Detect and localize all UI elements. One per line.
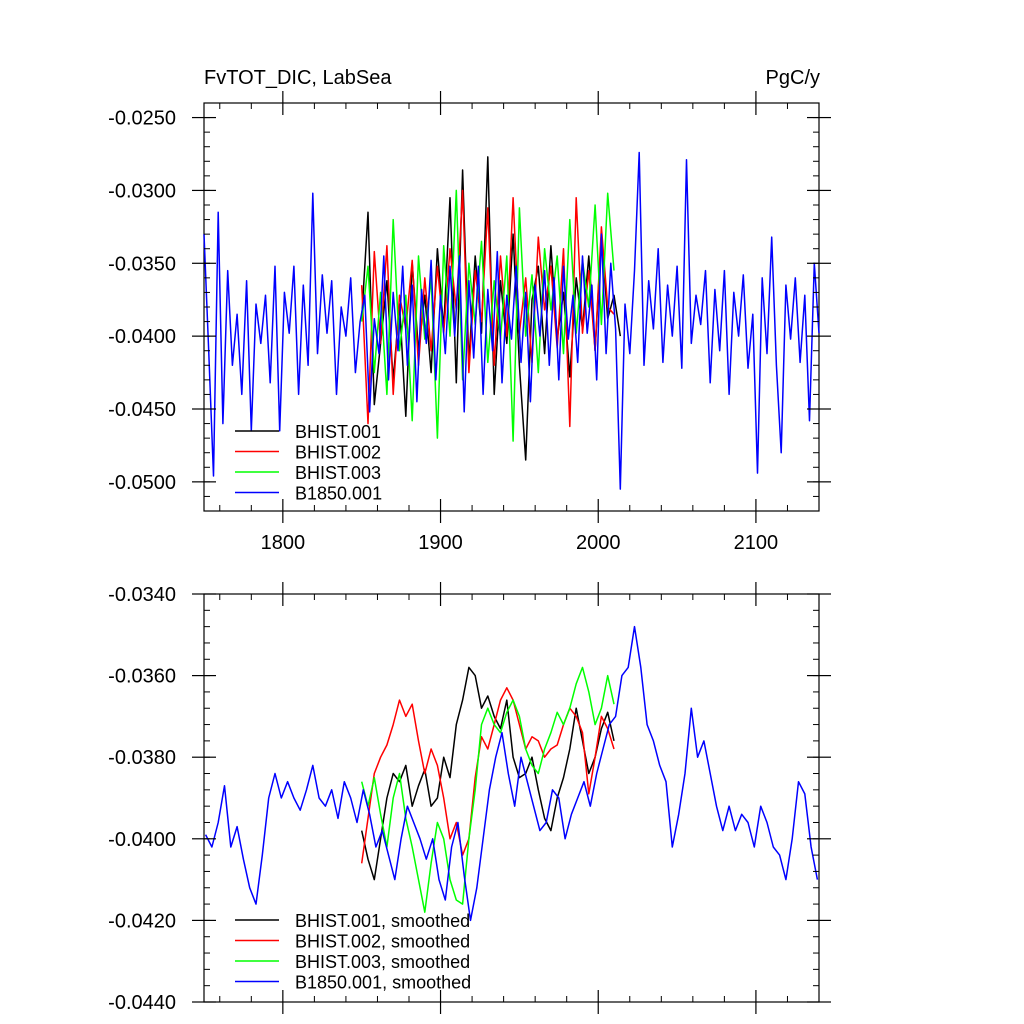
- x-tick-label: 1800: [261, 532, 306, 554]
- legend-label: BHIST.002, smoothed: [295, 932, 470, 952]
- legend-label: BHIST.002: [295, 443, 381, 463]
- series-line-bhist-003-smoothed: [360, 666, 615, 913]
- series-line-b1850-001-smoothed: [204, 625, 819, 922]
- x-tick-label: 2100: [734, 532, 779, 554]
- series-line-bhist-003: [360, 189, 615, 442]
- legend-label: B1850.001: [295, 484, 382, 504]
- y-tick-label: -0.0300: [108, 180, 176, 202]
- annual-panel: 1800 1900 2000 2100 -0.0250 -0.0300 -0.0350 -0.…: [108, 91, 831, 554]
- annual-ticks: 1800 1900 2000 2100 -0.0250 -0.0300 -0.0350 -0.…: [108, 91, 831, 554]
- y-tick-label: -0.0360: [108, 666, 176, 688]
- smoothed-ticks: -0.0340 -0.0360 -0.0380 -0.0400 -0.0420 -0.04…: [108, 582, 831, 1014]
- y-tick-label: -0.0400: [108, 829, 176, 851]
- y-tick-label: -0.0250: [108, 108, 176, 130]
- legend-label: BHIST.001, smoothed: [295, 911, 470, 931]
- smoothed-series-group: [204, 625, 819, 922]
- y-tick-label: -0.0340: [108, 584, 176, 606]
- smoothed-panel: -0.0340 -0.0360 -0.0380 -0.0400 -0.0420 -0.04…: [108, 582, 831, 1014]
- y-tick-label: -0.0420: [108, 910, 176, 932]
- y-tick-label: -0.0380: [108, 747, 176, 769]
- legend-label: BHIST.003: [295, 463, 381, 483]
- chart-title: FvTOT_DIC, LabSea: [204, 67, 392, 89]
- legend-label: BHIST.003, smoothed: [295, 952, 470, 972]
- annual-series-group: [203, 151, 820, 490]
- x-tick-label: 1900: [418, 532, 463, 554]
- series-line-b1850-001: [203, 151, 820, 490]
- y-tick-label: -0.0450: [108, 399, 176, 421]
- series-line-bhist-001-smoothed: [360, 666, 615, 881]
- smoothed-plot-frame: [203, 593, 820, 1003]
- legend-label: BHIST.001: [295, 422, 381, 442]
- y-tick-label: -0.0500: [108, 472, 176, 494]
- y-tick-label: -0.0440: [108, 992, 176, 1014]
- units-label: PgC/y: [766, 67, 820, 89]
- x-tick-label: 2000: [576, 532, 621, 554]
- y-tick-label: -0.0350: [108, 253, 176, 275]
- series-line-bhist-002-smoothed: [360, 687, 615, 864]
- legend-label: B1850.001, smoothed: [295, 973, 471, 993]
- y-tick-label: -0.0400: [108, 326, 176, 348]
